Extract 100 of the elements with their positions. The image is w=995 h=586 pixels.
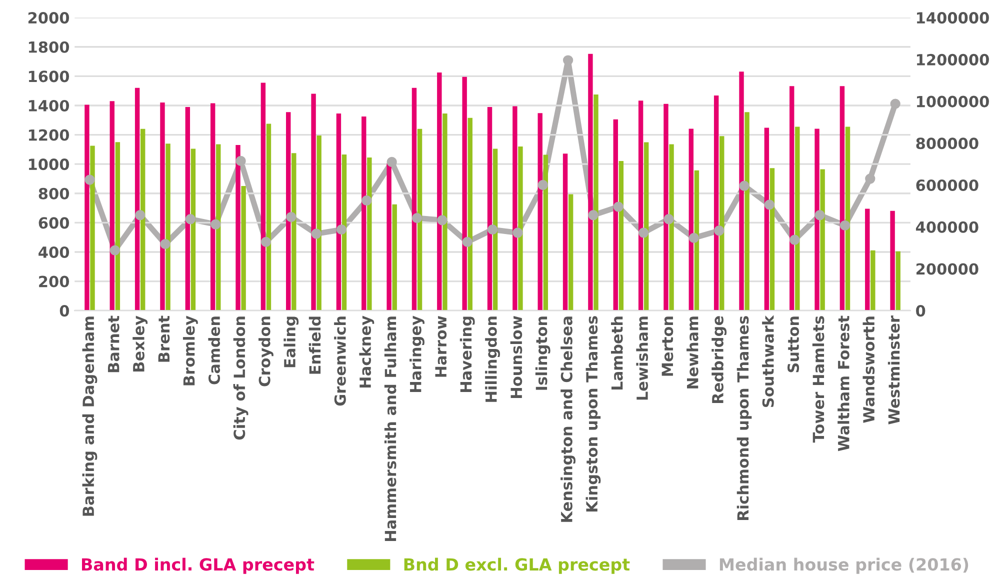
point bbox=[412, 212, 422, 224]
bar bbox=[286, 112, 291, 311]
bar bbox=[588, 54, 593, 311]
point bbox=[160, 238, 170, 250]
bar bbox=[140, 128, 146, 311]
x-tick-label: Bromley bbox=[182, 316, 198, 386]
bar bbox=[870, 250, 876, 311]
x-tick-label: Hackney bbox=[359, 316, 374, 388]
bar bbox=[216, 144, 221, 311]
bar bbox=[568, 194, 574, 311]
point bbox=[613, 202, 624, 212]
point bbox=[688, 232, 700, 244]
y2-tick-label: 1400000 bbox=[917, 12, 989, 24]
bar bbox=[770, 168, 775, 311]
bar bbox=[512, 106, 518, 311]
bar bbox=[538, 113, 542, 311]
bar bbox=[714, 96, 719, 311]
y-tick-label: 400 bbox=[38, 246, 70, 258]
x-tick-label: Lambeth bbox=[611, 316, 623, 390]
bar bbox=[814, 128, 820, 311]
y-tick-label: 2000 bbox=[28, 12, 70, 24]
point bbox=[236, 156, 246, 166]
legend-label: Median house price (2016) bbox=[720, 558, 968, 574]
bar bbox=[462, 76, 467, 311]
y2-tick-label: 200000 bbox=[916, 263, 978, 275]
bar bbox=[669, 144, 674, 311]
bar bbox=[160, 102, 165, 311]
x-tick-label: Bexley bbox=[132, 316, 148, 372]
bar bbox=[694, 170, 700, 311]
bar bbox=[840, 86, 845, 311]
point bbox=[462, 236, 472, 248]
y-tick-label: 200 bbox=[39, 276, 70, 288]
bar bbox=[543, 154, 548, 311]
x-tick-label: Enfield bbox=[308, 316, 321, 374]
x-tick-label: Kingston upon Thames bbox=[586, 316, 601, 512]
y-tick-label: 1200 bbox=[28, 129, 70, 141]
point bbox=[865, 174, 876, 184]
bar bbox=[342, 154, 347, 311]
bar bbox=[367, 157, 372, 311]
x-tick-label: Camden bbox=[208, 316, 220, 384]
point bbox=[538, 180, 548, 190]
y2-tick-label: 1200000 bbox=[917, 54, 989, 66]
y-tick-label: 1000 bbox=[28, 158, 70, 170]
bar bbox=[437, 72, 442, 311]
x-tick-label: Waltham Forest bbox=[838, 316, 850, 452]
point bbox=[890, 98, 900, 109]
bar bbox=[890, 210, 895, 311]
bar bbox=[618, 161, 624, 311]
bar bbox=[795, 126, 800, 311]
bar bbox=[638, 100, 644, 311]
x-tick-label: Hammersmith and Fulham bbox=[384, 316, 396, 541]
bar bbox=[820, 169, 825, 311]
bar bbox=[442, 114, 448, 311]
bar bbox=[412, 88, 417, 311]
point bbox=[84, 174, 95, 185]
bar bbox=[739, 72, 744, 311]
bar bbox=[185, 106, 190, 311]
point bbox=[185, 214, 196, 224]
point bbox=[286, 212, 296, 222]
bar bbox=[236, 145, 240, 311]
bar bbox=[362, 116, 366, 311]
bar bbox=[110, 101, 114, 311]
bar bbox=[594, 94, 598, 311]
point bbox=[512, 228, 523, 238]
x-tick-label: Tower Hamlets bbox=[812, 316, 824, 443]
point bbox=[790, 234, 800, 245]
x-tick-label: Barking and Dagenham bbox=[82, 316, 98, 516]
bar bbox=[613, 119, 618, 311]
y2-tick-label: 1000000 bbox=[917, 96, 989, 108]
x-tick-label: Brent bbox=[158, 316, 170, 362]
bar bbox=[336, 114, 342, 311]
point bbox=[336, 224, 347, 235]
point bbox=[562, 55, 574, 66]
point bbox=[714, 226, 724, 236]
point bbox=[210, 219, 221, 230]
x-tick-label: Lewisham bbox=[636, 316, 648, 400]
bar bbox=[720, 136, 724, 311]
bar bbox=[392, 204, 397, 311]
bar bbox=[134, 88, 140, 311]
bar bbox=[84, 104, 90, 311]
point bbox=[764, 200, 775, 210]
bar bbox=[468, 118, 472, 311]
point bbox=[110, 245, 120, 256]
bar bbox=[417, 128, 422, 311]
point bbox=[386, 156, 397, 168]
bar bbox=[386, 163, 392, 311]
legend-label: Band D incl. GLA precept bbox=[82, 558, 314, 574]
y-tick-label: 0 bbox=[60, 305, 70, 317]
point bbox=[362, 195, 372, 206]
x-tick-label: Kensington and Chelsea bbox=[560, 316, 576, 522]
x-tick-label: Haringey bbox=[410, 316, 424, 392]
bar bbox=[790, 86, 794, 311]
y-tick-label: 600 bbox=[38, 217, 70, 229]
point bbox=[664, 214, 674, 224]
x-tick-label: Wandsworth bbox=[862, 316, 875, 423]
bar bbox=[896, 251, 900, 311]
bar bbox=[115, 142, 120, 311]
bar bbox=[688, 128, 694, 311]
point bbox=[260, 236, 272, 248]
bar bbox=[492, 148, 498, 311]
